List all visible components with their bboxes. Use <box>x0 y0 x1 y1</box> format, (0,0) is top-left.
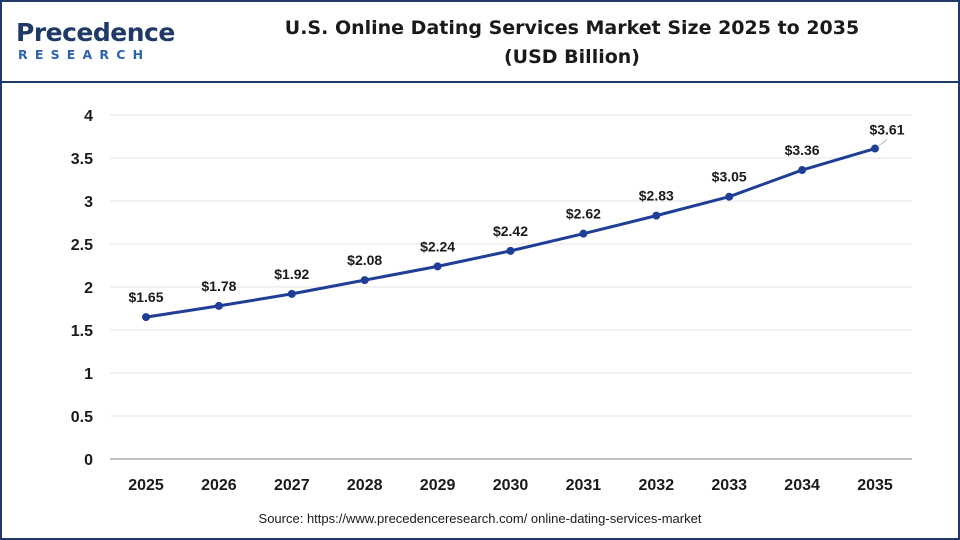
y-tick-label: 1.5 <box>71 323 93 340</box>
logo-wordmark: Precedence <box>16 18 175 47</box>
chart-title-line1: U.S. Online Dating Services Market Size … <box>284 17 860 39</box>
x-tick-label: 2033 <box>711 477 747 494</box>
data-point <box>652 211 661 220</box>
y-tick-label: 0 <box>84 452 93 469</box>
data-point <box>579 229 588 238</box>
data-label: $3.05 <box>712 169 747 185</box>
chart-title-line2: (USD Billion) <box>504 46 640 68</box>
chart-title: U.S. Online Dating Services Market Size … <box>252 14 892 72</box>
x-tick-label: 2034 <box>784 477 820 494</box>
data-label: $3.61 <box>869 122 904 138</box>
data-point <box>360 276 369 285</box>
data-label: $1.92 <box>274 266 309 282</box>
data-point <box>142 313 150 322</box>
y-tick-label: 0.5 <box>71 409 93 426</box>
y-tick-label: 2.5 <box>71 237 93 254</box>
x-tick-label: 2027 <box>274 477 310 494</box>
x-tick-label: 2030 <box>493 477 529 494</box>
data-label: $3.36 <box>785 142 820 158</box>
data-point <box>506 246 515 255</box>
data-point <box>871 144 879 153</box>
data-markers <box>142 144 879 322</box>
data-point <box>798 166 807 175</box>
data-point <box>725 192 734 201</box>
y-tick-label: 1 <box>84 366 93 383</box>
y-tick-label: 2 <box>84 280 93 297</box>
x-tick-label: 2026 <box>201 477 237 494</box>
data-label: $2.83 <box>639 188 674 204</box>
data-label: $2.42 <box>493 223 528 239</box>
data-point <box>214 301 223 310</box>
x-tick-label: 2028 <box>347 477 383 494</box>
data-label: $2.08 <box>347 252 382 268</box>
x-axis-ticks: 2025 2026 2027 2028 2029 2030 2031 2032 2033 2034… <box>128 477 893 494</box>
x-tick-label: 2029 <box>420 477 456 494</box>
data-labels: $1.65 $1.78 $1.92 $2.08 $2.24 $2.42 $2.62 $2.83… <box>128 122 904 306</box>
y-tick-label: 3 <box>84 194 93 211</box>
source-note: Source: https://www.precedenceresearch.c… <box>258 511 702 526</box>
x-tick-label: 2031 <box>566 477 602 494</box>
brand-logo: Precedence RESEARCH <box>16 18 175 68</box>
data-point <box>433 262 442 271</box>
x-tick-label: 2025 <box>128 477 164 494</box>
y-tick-label: 3.5 <box>71 151 93 168</box>
data-point <box>287 289 296 298</box>
logo-subtext: RESEARCH <box>18 47 151 62</box>
data-label: $2.62 <box>566 206 601 222</box>
y-tick-label: 4 <box>84 108 93 125</box>
x-tick-label: 2032 <box>639 477 675 494</box>
x-tick-label: 2035 <box>857 477 893 494</box>
data-label: $1.65 <box>128 289 163 305</box>
data-label: $2.24 <box>420 238 455 254</box>
header-bar: Precedence RESEARCH U.S. Online Dating S… <box>2 2 958 83</box>
y-axis-ticks: 0 0.5 1 1.5 2 2.5 3 3.5 4 <box>71 108 93 469</box>
data-label: $1.78 <box>201 278 236 294</box>
label-leader-line <box>878 139 888 146</box>
gridlines <box>110 114 912 417</box>
